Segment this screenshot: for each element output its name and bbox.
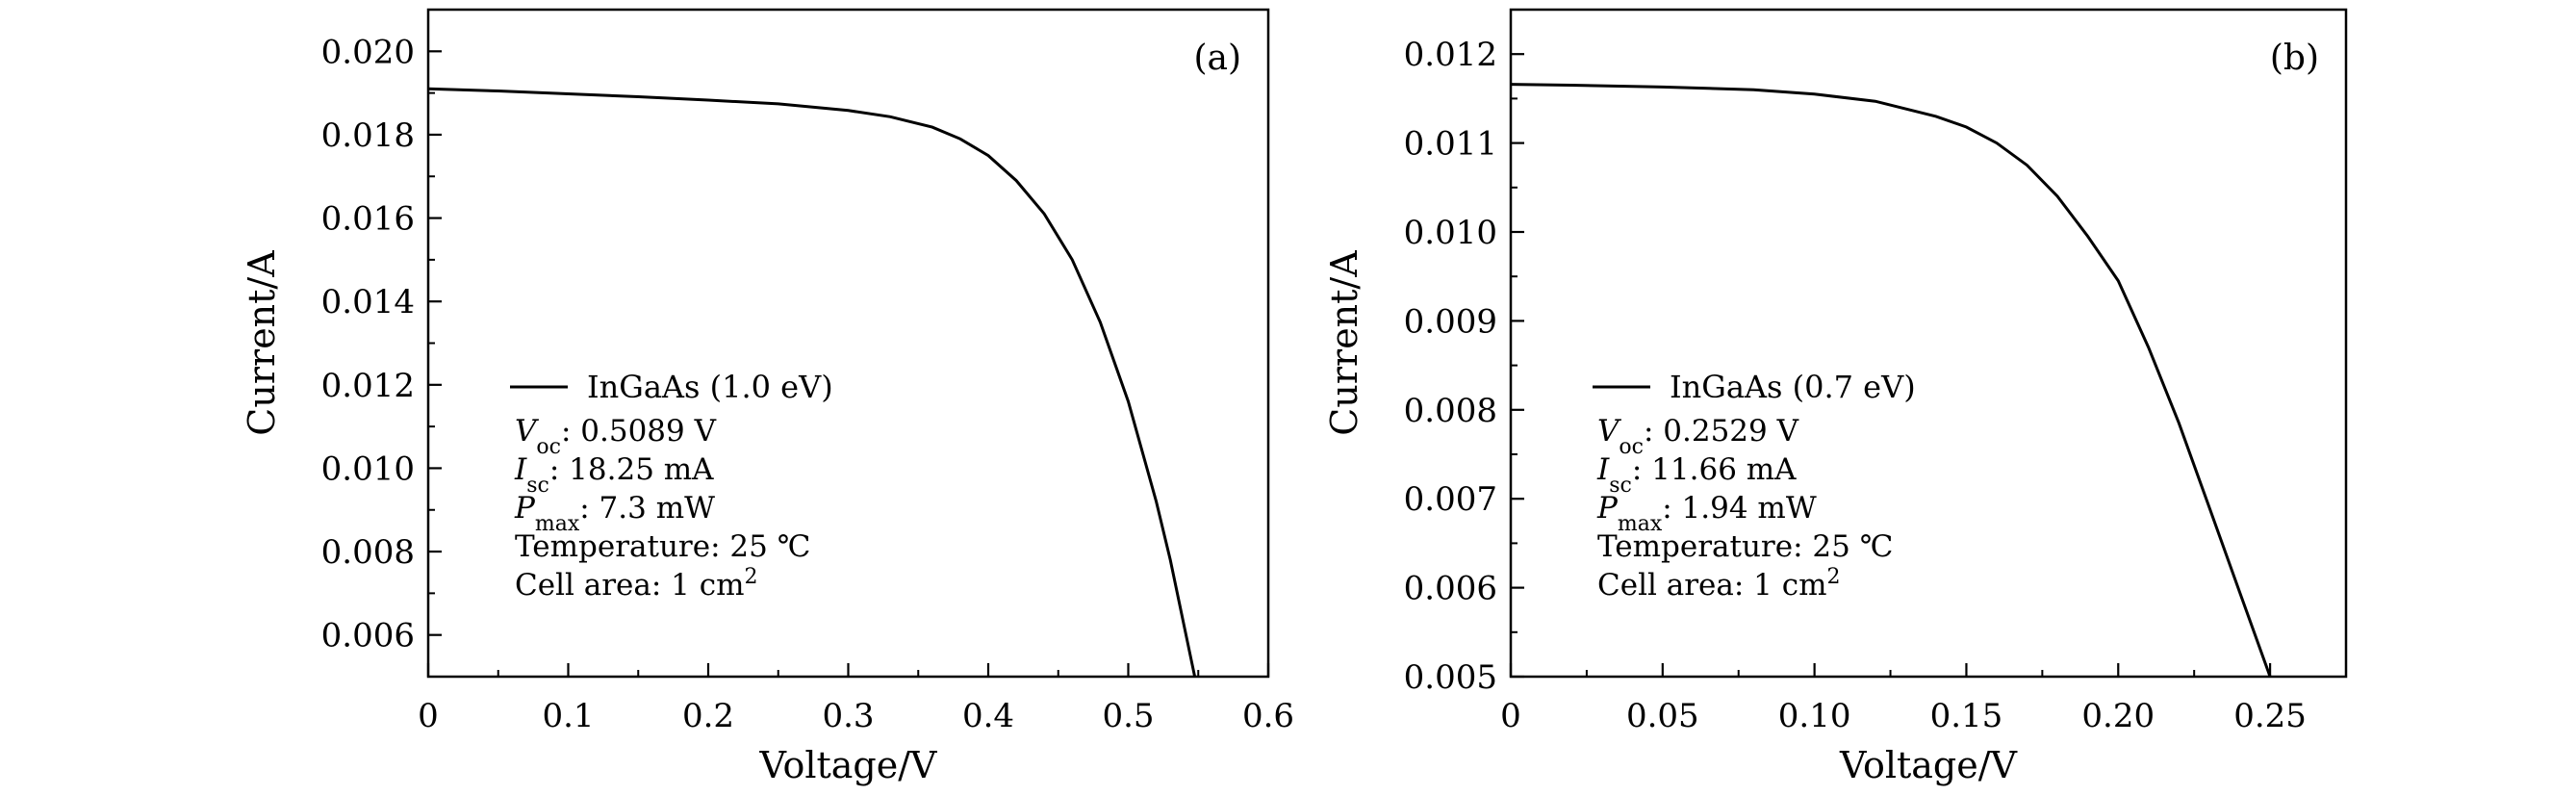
stat-value: Cell area: 1 cm (1597, 568, 1827, 603)
y-tick-label: 0.018 (321, 116, 415, 155)
series-line (427, 87, 1197, 678)
x-tick-label: 0.2 (682, 697, 734, 735)
y-tick-label: 0.020 (321, 33, 415, 71)
stat-annotation: Pmax: 1.94 mW (1596, 491, 1817, 536)
stat-symbol: V (1597, 414, 1622, 449)
y-tick-label: 0.012 (1404, 36, 1497, 74)
y-tick-label: 0.005 (1404, 658, 1497, 697)
stat-value: : 0.5089 V (561, 414, 717, 449)
stat-symbol: V (515, 414, 540, 449)
stat-subscript: sc (1609, 474, 1632, 498)
y-tick-label: 0.010 (321, 449, 415, 488)
stat-annotation: Temperature: 25 ℃ (515, 529, 810, 564)
stat-value: : 0.2529 V (1644, 414, 1799, 449)
y-tick-label: 0.006 (321, 617, 415, 655)
stat-annotation: Isc: 18.25 mA (514, 452, 714, 498)
chart-panel-a: 0 0.1 0.2 0.3 0.4 0.5 0.6 0.006 0.008 0.010 0.012 0… (241, 8, 1294, 786)
chart-panel-b: 0 0.05 0.10 0.15 0.20 0.25 0.005 0.006 0.007 0.00… (1323, 8, 2348, 786)
x-tick-label: 0.3 (822, 697, 874, 735)
x-tick-label: 0.6 (1242, 697, 1294, 735)
x-tick-label: 0.1 (542, 697, 594, 735)
stat-subscript: max (535, 512, 580, 536)
stat-symbol: I (1596, 452, 1610, 487)
panel-label: (a) (1193, 39, 1241, 78)
x-tick-label: 0 (418, 697, 439, 735)
stat-subscript: oc (536, 435, 561, 459)
y-tick-label: 0.012 (321, 367, 415, 405)
y-tick-label: 0.011 (1404, 125, 1497, 164)
x-tick-label: 0.5 (1102, 697, 1154, 735)
stat-subscript: oc (1619, 435, 1644, 459)
stat-annotation: Cell area: 1 cm2 (1597, 565, 1841, 603)
stat-subscript: sc (526, 474, 549, 498)
y-tick-label: 0.008 (321, 533, 415, 572)
y-tick-label: 0.014 (321, 283, 415, 321)
plot-frame (1509, 8, 2348, 679)
y-tick-label: 0.006 (1404, 570, 1497, 608)
y-tick-label: 0.010 (1404, 214, 1497, 252)
x-axis-title: Voltage/V (1839, 744, 2018, 786)
x-tick-label: 0 (1500, 697, 1521, 735)
y-tick-label: 0.007 (1404, 480, 1497, 519)
x-tick-label: 0.4 (962, 697, 1014, 735)
stat-annotation: Pmax: 7.3 mW (514, 491, 715, 536)
x-tick-label: 0.15 (1930, 697, 2003, 735)
x-axis-title: Voltage/V (759, 744, 938, 786)
stat-value: : 18.25 mA (549, 452, 714, 487)
stat-value: Temperature: 25 ℃ (1597, 529, 1893, 564)
y-tick-label: 0.008 (1404, 392, 1497, 430)
legend-label: InGaAs (0.7 eV) (1670, 369, 1916, 405)
stat-symbol: P (1596, 491, 1619, 526)
x-tick-label: 0.10 (1778, 697, 1851, 735)
stat-value: : 11.66 mA (1632, 452, 1797, 487)
stat-annotation: Voc: 0.5089 V (515, 414, 717, 459)
y-tick-label: 0.016 (321, 200, 415, 239)
stat-value: : 1.94 mW (1662, 491, 1817, 526)
stat-value: : 7.3 mW (579, 491, 715, 526)
stat-symbol: P (514, 491, 536, 526)
stat-value: Cell area: 1 cm (515, 568, 745, 603)
stat-superscript: 2 (745, 565, 758, 589)
legend-label: InGaAs (1.0 eV) (587, 369, 833, 405)
y-tick-label: 0.009 (1404, 302, 1497, 341)
stat-annotation: Temperature: 25 ℃ (1597, 529, 1893, 564)
y-axis-title: Current/A (1323, 250, 1365, 436)
stat-superscript: 2 (1827, 565, 1841, 589)
stat-symbol: I (514, 452, 527, 487)
x-tick-label: 0.20 (2081, 697, 2155, 735)
stat-annotation: Cell area: 1 cm2 (515, 565, 758, 603)
y-axis-title: Current/A (241, 250, 283, 436)
stat-annotation: Voc: 0.2529 V (1597, 414, 1799, 459)
stat-subscript: max (1618, 512, 1663, 536)
stat-value: Temperature: 25 ℃ (515, 529, 810, 564)
series-line (1510, 83, 2272, 678)
panel-label: (b) (2270, 39, 2319, 78)
x-tick-label: 0.05 (1626, 697, 1699, 735)
x-tick-label: 0.25 (2233, 697, 2307, 735)
stat-annotation: Isc: 11.66 mA (1596, 452, 1797, 498)
